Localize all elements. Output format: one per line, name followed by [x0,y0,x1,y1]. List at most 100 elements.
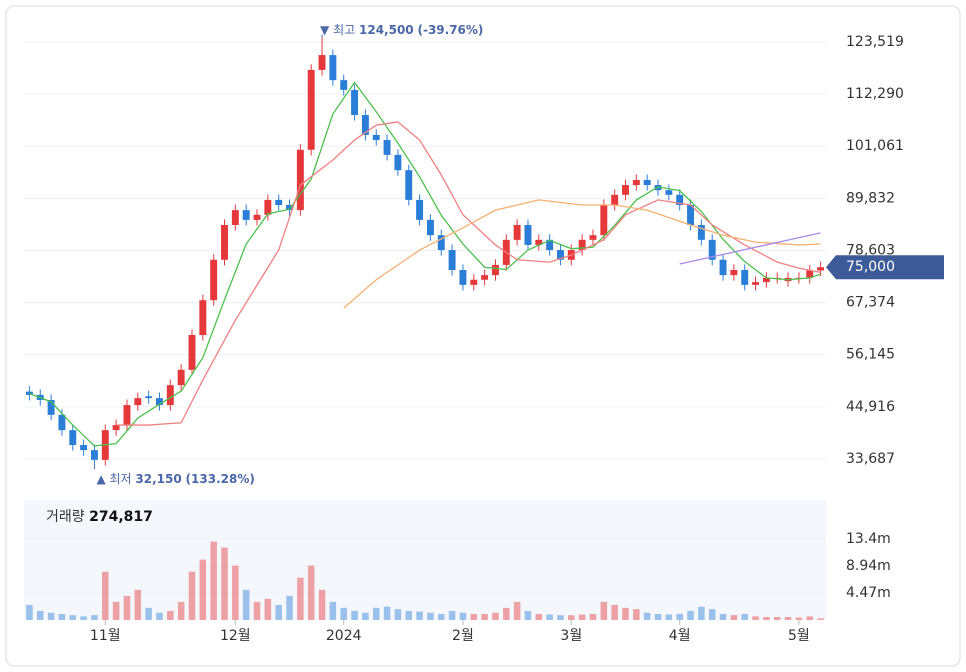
candle-body [600,205,608,236]
volume-bar [665,614,673,620]
volume-tick-label: 13.4m [846,531,891,547]
volume-bar [80,616,87,620]
volume-bar [405,610,412,620]
volume-bar [145,607,152,620]
candle-body [264,199,272,215]
volume-bar [102,571,109,620]
x-tick-label: 2월 [452,628,474,644]
candle-body [687,205,694,225]
volume-bar [817,618,824,620]
volume-bar [416,611,423,620]
high-value: 124,500 [359,23,414,37]
marks: 75,000 [25,34,944,620]
candle-body [80,445,88,451]
candle-body [481,275,489,280]
volume-bar [383,606,391,620]
candle-body [329,55,337,81]
volume-bar [806,616,813,620]
volume-bar [676,613,683,620]
volume-bar [156,612,163,620]
candle-body [535,239,543,245]
volume-bar [795,617,803,620]
volume-bar [91,615,98,620]
volume-bar [568,615,575,620]
candle-body [806,270,814,278]
volume-bar [362,612,369,620]
x-tick-label: 5월 [788,628,810,644]
candle-body [730,270,738,276]
price-tag-label: 75,000 [846,259,895,275]
candle-body [231,210,239,225]
volume-bar [654,613,662,620]
candle-body [394,154,402,171]
low-change: (133.28%) [186,472,255,486]
volume-bar [275,604,282,620]
marker: ▼ [320,23,333,37]
y-tick-label: 33,687 [846,451,895,467]
candle-body [123,405,131,426]
high-annotation: ▼ 최고 124,500 (-39.76%) [320,23,483,37]
candle-body [361,114,369,135]
volume-bar [546,614,553,620]
candle-body [578,239,586,251]
volume-bar [752,616,759,620]
candle-body [221,224,228,260]
candle-body [145,396,153,399]
candle-body [697,224,705,240]
candle-body [58,414,66,431]
volume-bar [199,559,207,620]
volume-bar [351,610,358,620]
moving-average [679,232,821,265]
y-tick-label: 44,916 [846,399,895,415]
candle-body [762,277,770,283]
volume-bar [773,616,781,620]
candle-body [177,369,185,386]
candle-body [275,199,283,206]
volume-bar [459,612,467,620]
y-tick-label: 67,374 [846,295,895,311]
candle-body [546,239,554,251]
high-label: 최고 [333,23,355,37]
volume-bar [492,612,499,620]
volume-bar [123,595,131,620]
candle-body [69,430,77,446]
volume-latest: 274,817 [89,509,153,525]
candle-body [719,259,727,276]
volume-bar [470,613,478,620]
volume-bar [622,607,629,620]
volume-bar [221,547,228,620]
volume-tick-label: 8.94m [846,558,891,574]
candle-body [188,334,196,370]
volume-bar [188,571,196,620]
volume-bar [535,613,543,620]
candle-body [405,170,413,200]
volume-bar [643,612,651,620]
volume-bar [112,601,120,620]
moving-average [29,81,821,447]
volume-bar [438,613,445,620]
volume-bar [253,601,261,620]
volume-bar [329,601,337,620]
volume-panel [24,500,826,620]
volume-bar [297,577,304,620]
candle-body [90,450,98,460]
volume-bar [340,607,347,620]
volume-title: 거래량 274,817 [46,509,153,525]
y-tick-label: 89,832 [846,190,895,206]
y-tick-label: 78,603 [846,242,895,258]
high-change: (-39.76%) [417,23,483,37]
x-tick-label: 3월 [560,628,582,644]
candle-body [589,235,597,240]
candle-body [166,385,174,406]
candle-body [47,399,55,415]
candle-body [632,179,640,186]
candle-body [524,224,532,245]
volume-bar [730,615,738,620]
volume-bar [524,610,532,620]
x-tick-label: 11월 [90,628,121,644]
volume-bar [232,565,239,620]
candle-body [448,250,456,271]
candle-body [665,190,673,195]
volume-bar [307,565,315,620]
